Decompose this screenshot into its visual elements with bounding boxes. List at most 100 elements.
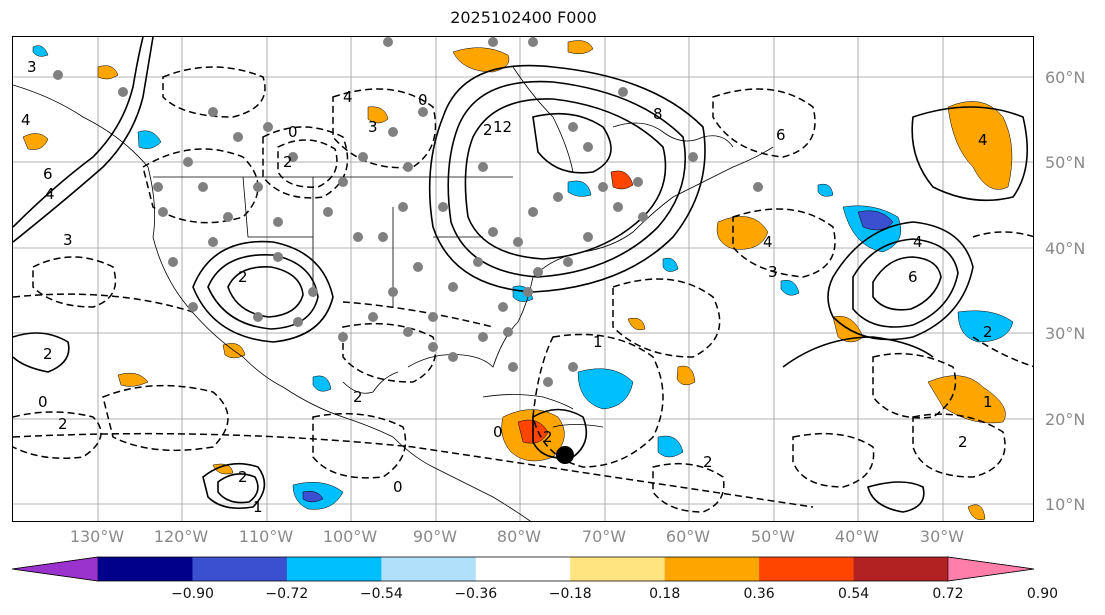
contour-label: 0 <box>38 393 48 411</box>
solid-contours <box>13 37 1028 513</box>
colorbar <box>12 556 1035 582</box>
colorbar-tick-label: 0.54 <box>837 586 870 602</box>
shade-cyan <box>780 280 800 296</box>
shaded-anomalies <box>22 40 1014 520</box>
lon-label: 100°W <box>322 527 378 546</box>
colorbar-segment <box>98 557 193 581</box>
lat-label: 40°N <box>1045 239 1086 258</box>
shade-cyan <box>567 180 592 197</box>
contour-label: 2 <box>43 345 53 363</box>
shade-orange <box>97 65 119 80</box>
lon-label: 130°W <box>69 527 125 546</box>
contour-label: 1 <box>983 393 993 411</box>
contour-label: 2 <box>483 121 493 139</box>
shade-orange <box>967 504 986 520</box>
lon-label: 80°W <box>496 527 542 546</box>
shade-cyan <box>137 130 162 149</box>
contour-label: 1 <box>253 498 263 516</box>
lon-label: 120°W <box>153 527 209 546</box>
contour-label: 2 <box>703 453 713 471</box>
lat-label: 60°N <box>1045 68 1086 87</box>
shade-orange <box>567 40 594 55</box>
shade-cyan <box>577 368 634 410</box>
lat-label: 30°N <box>1045 324 1086 343</box>
lat-label: 20°N <box>1045 410 1086 429</box>
lon-label: 60°W <box>665 527 711 546</box>
shade-blue <box>857 210 894 231</box>
contour-label: 3 <box>768 263 778 281</box>
shade-orange <box>22 133 49 150</box>
colorbar-extend-low <box>12 556 99 582</box>
contour-label: 4 <box>45 185 55 203</box>
colorbar-segment <box>570 557 666 581</box>
lon-label: 70°W <box>581 527 627 546</box>
colorbar-tick-label: −0.90 <box>170 586 214 602</box>
colorbar-tick-label: 0.36 <box>743 586 775 602</box>
contour-label: 0 <box>418 91 428 109</box>
contour-label: 2 <box>58 415 68 433</box>
colorbar-tick-label: −0.18 <box>548 586 592 602</box>
contour-label: 4 <box>763 233 773 251</box>
contour-label: 4 <box>343 88 353 106</box>
contour-label: 2 <box>238 468 248 486</box>
contour-label: 0 <box>288 123 298 141</box>
lon-label: 110°W <box>238 527 294 546</box>
colorbar-segment <box>286 557 382 581</box>
lat-label: 10°N <box>1045 495 1086 514</box>
contour-label: 2 <box>958 433 968 451</box>
shade-cyan <box>662 257 679 272</box>
contour-label: 0 <box>393 478 403 496</box>
lon-label: 90°W <box>412 527 458 546</box>
shade-orange <box>676 365 696 386</box>
map-panel: 3 4 6 4 3 2 0 2 2 0 2 4 3 2 0 2 2 8 12 0… <box>12 36 1034 522</box>
colorbar-tick-label: 0.90 <box>1026 586 1059 602</box>
map-title: 2025102400 F000 <box>450 8 597 27</box>
colorbar-segment <box>192 557 288 581</box>
colorbar-segment <box>664 557 760 581</box>
shade-orange <box>452 47 510 73</box>
lon-label: 40°W <box>834 527 880 546</box>
colorbar-segment <box>381 557 477 581</box>
shade-cyan <box>312 375 332 392</box>
contour-label: 12 <box>493 118 512 136</box>
shade-orange <box>367 106 389 124</box>
contour-label: 0 <box>493 423 503 441</box>
colorbar-segment <box>853 557 949 581</box>
colorbar-segment <box>475 557 571 581</box>
contour-label: 2 <box>283 153 293 171</box>
shade-cyan <box>32 45 49 57</box>
contour-label: 4 <box>978 131 988 149</box>
shade-orange <box>716 216 769 250</box>
center-marker <box>556 446 574 464</box>
contour-label: 3 <box>27 58 37 76</box>
contour-label: 2 <box>983 323 993 341</box>
contour-label: 3 <box>63 231 73 249</box>
shade-orange <box>212 463 234 475</box>
station-markers <box>53 37 763 387</box>
shade-red <box>610 170 634 190</box>
shade-blue <box>302 491 324 503</box>
shade-orange <box>117 372 149 387</box>
colorbar-extend-high <box>947 556 1035 582</box>
shade-cyan <box>657 435 684 458</box>
contour-label: 2 <box>238 268 248 286</box>
lat-label: 50°N <box>1045 153 1086 172</box>
colorbar-tick-label: −0.72 <box>265 586 309 602</box>
shade-orange <box>927 375 1006 424</box>
contour-label: 4 <box>913 233 923 251</box>
contour-label: 6 <box>908 268 918 286</box>
shade-cyan <box>817 183 834 197</box>
shade-cyan <box>957 310 1014 343</box>
colorbar-segment <box>759 557 855 581</box>
contour-label: 2 <box>353 388 363 406</box>
colorbar-tick-label: 0.72 <box>932 586 964 602</box>
shade-orange <box>627 317 646 331</box>
lon-label: 30°W <box>919 527 965 546</box>
map-canvas: 3 4 6 4 3 2 0 2 2 0 2 4 3 2 0 2 2 8 12 0… <box>13 37 1033 521</box>
colorbar-tick-label: −0.54 <box>359 586 403 602</box>
colorbar-tick-label: 0.18 <box>649 586 681 602</box>
contour-labels: 3 4 6 4 3 2 0 2 2 0 2 4 3 2 0 2 2 8 12 0… <box>21 58 993 516</box>
shade-orange <box>947 101 1013 190</box>
contour-label: 6 <box>776 126 786 144</box>
contour-label: 2 <box>543 428 553 446</box>
